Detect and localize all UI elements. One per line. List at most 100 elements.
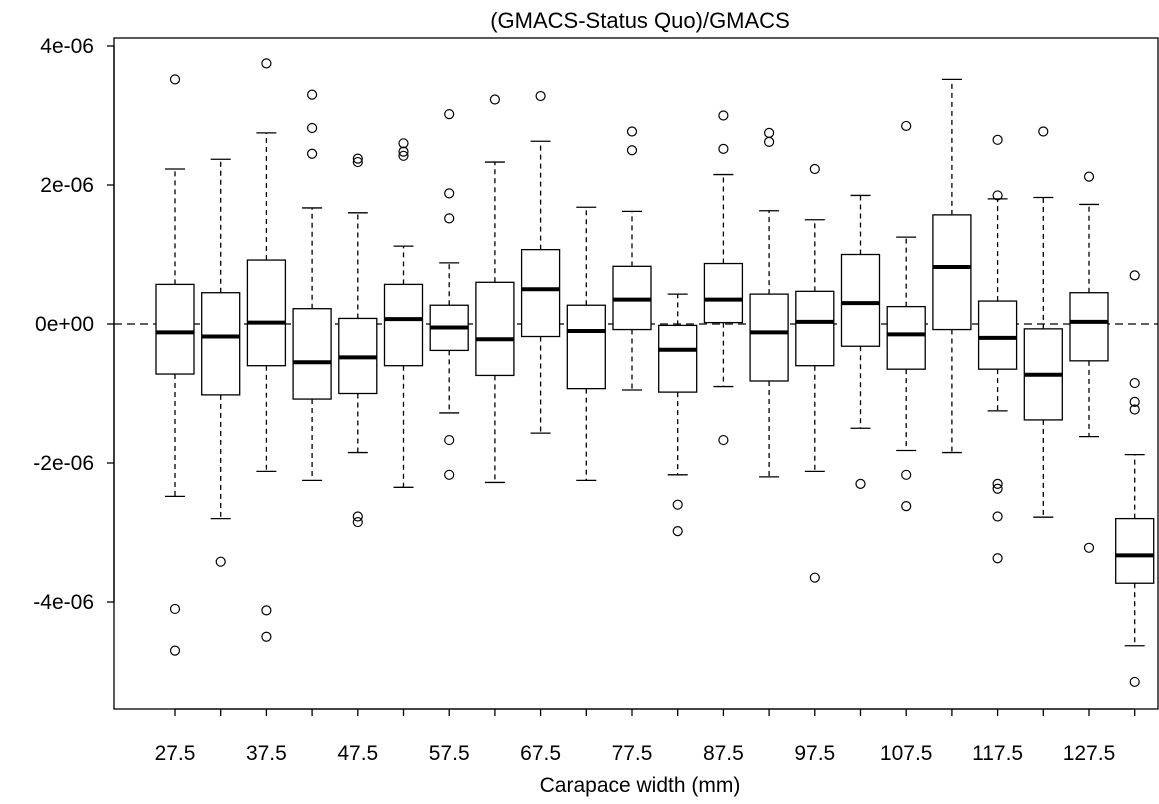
outlier-point xyxy=(1129,404,1140,415)
iqr-box xyxy=(1069,292,1109,362)
box-32.5 xyxy=(201,158,241,567)
iqr-box xyxy=(383,283,424,367)
outlier-point xyxy=(992,190,1003,201)
outlier-point xyxy=(352,153,363,164)
outlier-point xyxy=(992,511,1003,522)
outlier-point xyxy=(352,516,363,528)
box-77.5 xyxy=(612,126,652,391)
iqr-box xyxy=(749,293,789,382)
outlier-point xyxy=(489,94,500,105)
iqr-box xyxy=(977,300,1018,370)
outlier-point xyxy=(307,148,318,159)
outlier-point xyxy=(352,156,363,168)
outlier-point xyxy=(809,572,820,583)
box-102.5 xyxy=(840,194,881,489)
outlier-point xyxy=(763,136,775,148)
box-42.5 xyxy=(292,89,332,482)
outlier-point xyxy=(352,511,363,522)
outlier-point xyxy=(1083,171,1095,182)
outlier-point xyxy=(307,122,318,134)
box-27.5 xyxy=(155,74,195,656)
iqr-box xyxy=(201,292,241,396)
y-tick-label: 0e+00 xyxy=(35,313,94,336)
outlier-point xyxy=(901,120,912,132)
outlier-point xyxy=(398,138,409,149)
iqr-box xyxy=(292,308,332,400)
x-tick-label: 67.5 xyxy=(520,742,561,765)
iqr-box xyxy=(1115,517,1155,584)
outlier-point xyxy=(626,126,638,137)
outlier-point xyxy=(992,478,1003,489)
outlier-point xyxy=(992,483,1003,494)
outlier-point xyxy=(1129,396,1140,407)
chart-title: (GMACS-Status Quo)/GMACS xyxy=(490,8,790,33)
outlier-point xyxy=(992,134,1003,145)
outlier-point xyxy=(809,163,820,175)
x-tick-label: 27.5 xyxy=(155,742,196,765)
outlier-point xyxy=(261,58,272,69)
outlier-point xyxy=(215,556,226,567)
iqr-box xyxy=(658,324,698,393)
box-122.5 xyxy=(1023,126,1063,518)
x-tick-label: 47.5 xyxy=(337,742,378,765)
box-72.5 xyxy=(566,206,606,482)
outlier-point xyxy=(1129,270,1140,281)
x-tick-label: 57.5 xyxy=(429,742,470,765)
outlier-point xyxy=(1129,377,1140,389)
outlier-point xyxy=(307,89,318,100)
outlier-point xyxy=(1083,542,1095,553)
iqr-box xyxy=(246,259,287,367)
boxes-group xyxy=(155,58,1155,688)
outlier-point xyxy=(261,605,272,616)
outlier-point xyxy=(672,499,683,510)
outlier-point xyxy=(901,469,912,480)
x-axis: 27.5 37.5 47.5 57.5 67.5 77.5 87.5 97.5 107.5 117… xyxy=(155,708,1136,765)
box-82.5 xyxy=(658,293,698,537)
box-47.5 xyxy=(338,153,378,528)
outlier-point xyxy=(444,213,455,224)
x-tick-label: 87.5 xyxy=(703,742,744,765)
box-52.5 xyxy=(383,138,424,488)
box-127.5 xyxy=(1069,171,1109,553)
outlier-point xyxy=(398,150,409,161)
iqr-box xyxy=(932,214,972,331)
x-tick-label: 37.5 xyxy=(246,742,287,765)
iqr-box xyxy=(475,281,515,377)
x-tick-label: 117.5 xyxy=(972,742,1023,765)
outlier-point xyxy=(855,478,866,489)
outlier-point xyxy=(992,553,1003,564)
x-tick-label: 107.5 xyxy=(880,742,933,765)
outlier-point xyxy=(626,145,638,156)
outlier-point xyxy=(1038,126,1049,137)
iqr-box xyxy=(155,283,195,375)
box-57.5 xyxy=(429,109,469,480)
outlier-point xyxy=(444,434,455,446)
outlier-point xyxy=(535,90,546,102)
iqr-box xyxy=(520,248,561,338)
iqr-box xyxy=(840,253,881,347)
iqr-box xyxy=(795,290,835,367)
x-tick-label: 127.5 xyxy=(1063,742,1116,765)
y-tick-label: 2e-06 xyxy=(40,174,94,197)
outlier-point xyxy=(169,645,181,656)
box-132.5 xyxy=(1115,270,1155,688)
outlier-point xyxy=(261,631,272,642)
outlier-point xyxy=(444,469,455,480)
iqr-box xyxy=(703,262,744,324)
outlier-point xyxy=(444,188,455,199)
box-92.5 xyxy=(749,127,789,478)
outlier-point xyxy=(444,109,455,120)
x-tick-label: 77.5 xyxy=(612,742,653,765)
y-tick-label: 4e-06 xyxy=(40,35,94,58)
iqr-box xyxy=(886,305,926,370)
box-62.5 xyxy=(475,94,515,484)
x-tick-label: 97.5 xyxy=(794,742,835,765)
outlier-point xyxy=(398,146,409,157)
outlier-point xyxy=(672,526,683,537)
iqr-box xyxy=(566,304,606,390)
outlier-point xyxy=(718,143,729,154)
outlier-point xyxy=(1129,676,1140,688)
y-tick-label: -2e-06 xyxy=(33,452,94,475)
box-87.5 xyxy=(703,110,744,446)
